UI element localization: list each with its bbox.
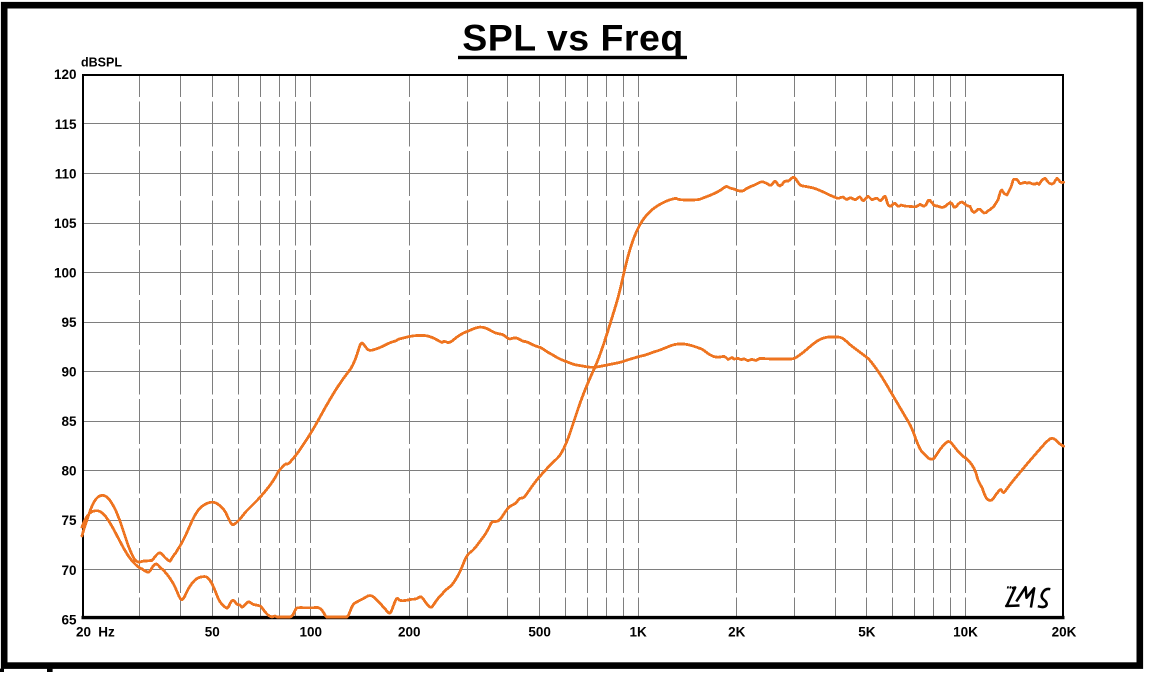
svg-text:80: 80	[61, 464, 76, 479]
svg-text:10K: 10K	[953, 625, 978, 640]
svg-text:75: 75	[61, 513, 77, 528]
svg-text:70: 70	[61, 563, 76, 578]
svg-text:115: 115	[55, 117, 77, 132]
svg-text:20: 20	[76, 625, 91, 640]
svg-text:2K: 2K	[728, 625, 746, 640]
svg-text:100: 100	[300, 625, 323, 640]
svg-text:100: 100	[54, 265, 77, 280]
svg-text:110: 110	[55, 166, 77, 181]
svg-text:65: 65	[61, 612, 77, 627]
svg-text:5K: 5K	[858, 625, 876, 640]
svg-text:dBSPL: dBSPL	[81, 56, 122, 70]
svg-text:SPL vs Freq: SPL vs Freq	[462, 17, 684, 59]
svg-text:Hz: Hz	[98, 625, 115, 640]
svg-text:50: 50	[205, 625, 220, 640]
svg-text:105: 105	[54, 216, 77, 231]
svg-text:500: 500	[528, 625, 551, 640]
svg-text:1K: 1K	[629, 625, 647, 640]
svg-text:90: 90	[61, 365, 76, 380]
svg-text:95: 95	[61, 315, 77, 330]
svg-text:200: 200	[398, 625, 421, 640]
svg-text:120: 120	[54, 67, 77, 82]
svg-text:20K: 20K	[1052, 625, 1077, 640]
svg-text:85: 85	[61, 414, 77, 429]
